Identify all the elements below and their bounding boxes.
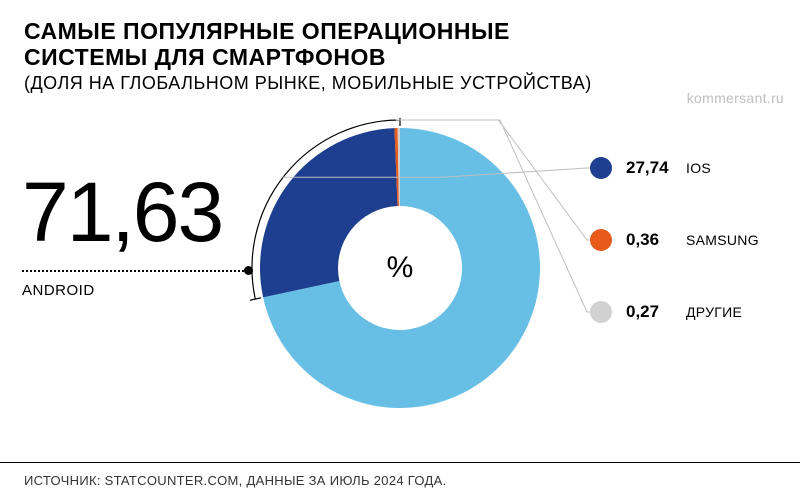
primary-label: ANDROID [22,282,95,299]
primary-value: 71,63 [22,170,222,254]
legend: 27,74 IOS 0,36 SAMSUNG 0,27 ДРУГИЕ [590,156,790,324]
donut-chart [250,118,550,418]
legend-swatch [590,229,612,251]
source-text: ИСТОЧНИК: STATCOUNTER.COM, ДАННЫЕ ЗА ИЮЛ… [24,473,447,488]
legend-label: SAMSUNG [686,232,759,248]
primary-leader-line [22,270,248,272]
page-subtitle: (ДОЛЯ НА ГЛОБАЛЬНОМ РЫНКЕ, МОБИЛЬНЫЕ УСТ… [24,73,776,94]
footer: ИСТОЧНИК: STATCOUNTER.COM, ДАННЫЕ ЗА ИЮЛ… [0,462,800,502]
legend-swatch [590,301,612,323]
legend-value: 0,27 [626,302,676,322]
title-line-2: СИСТЕМЫ ДЛЯ СМАРТФОНОВ [24,44,386,70]
legend-value: 27,74 [626,158,676,178]
legend-label: IOS [686,160,711,176]
legend-row: 0,27 ДРУГИЕ [590,300,790,324]
legend-label: ДРУГИЕ [686,304,742,320]
legend-row: 27,74 IOS [590,156,790,180]
page-title: САМЫЕ ПОПУЛЯРНЫЕ ОПЕРАЦИОННЫЕ СИСТЕМЫ ДЛ… [24,18,776,71]
donut-slice-ios [260,128,398,297]
watermark: kommersant.ru [687,90,784,106]
chart-area: 71,63 ANDROID % 27,74IOS0,36SAMSUNG0,27Д… [0,110,800,450]
legend-value: 0,36 [626,230,676,250]
title-line-1: САМЫЕ ПОПУЛЯРНЫЕ ОПЕРАЦИОННЫЕ [24,18,510,44]
legend-row: 0,36 SAMSUNG [590,228,790,252]
legend-swatch [590,157,612,179]
header: САМЫЕ ПОПУЛЯРНЫЕ ОПЕРАЦИОННЫЕ СИСТЕМЫ ДЛ… [0,0,800,98]
